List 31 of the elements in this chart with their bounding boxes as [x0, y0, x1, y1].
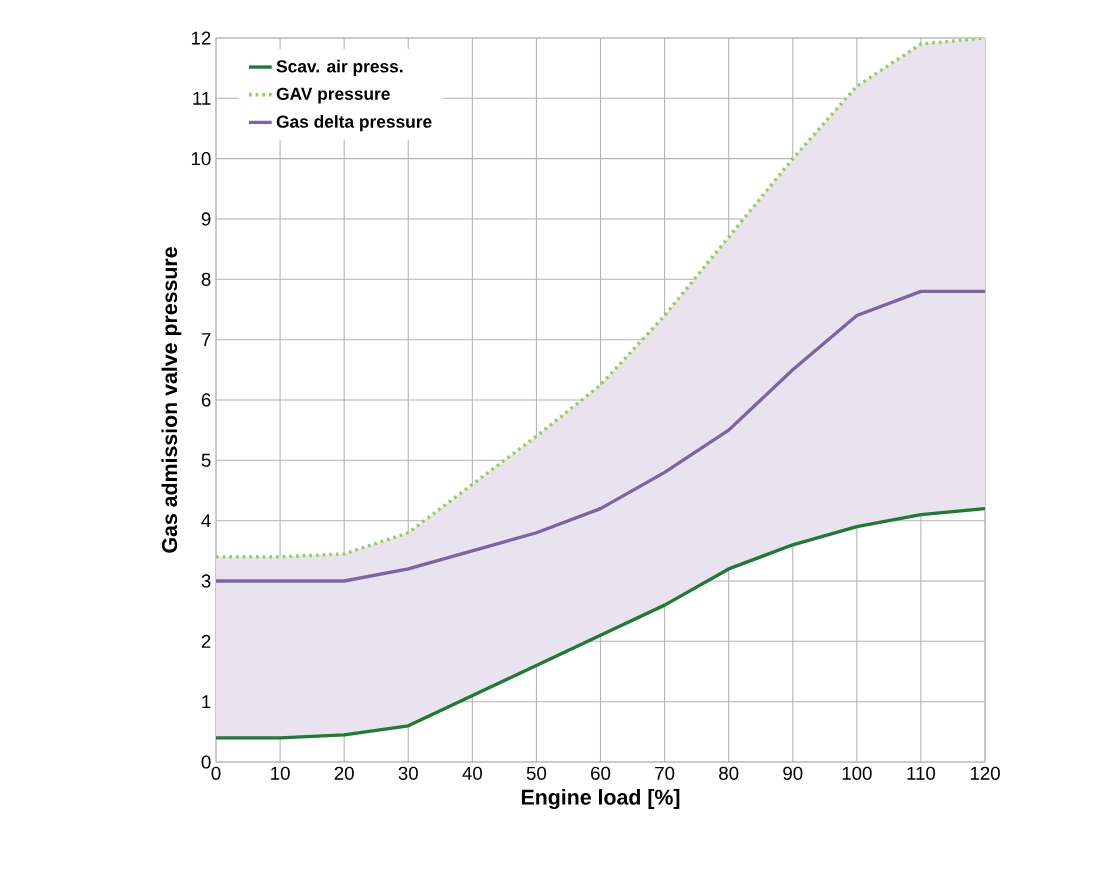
y-tick-label: 1 — [202, 695, 211, 709]
x-tick-label: 30 — [398, 766, 418, 780]
y-tick-label: 9 — [201, 212, 211, 226]
x-tick-label: 70 — [655, 766, 675, 780]
y-tick-label: 3 — [201, 574, 211, 588]
y-axis-title: Gas admission valve pressure — [161, 247, 182, 553]
x-tick-label: 50 — [526, 766, 547, 780]
legend-label: GAV pressure — [276, 87, 390, 104]
x-tick-label: 120 — [970, 766, 1000, 780]
y-tick-label: 11 — [193, 91, 211, 105]
x-tick-label: 100 — [842, 766, 872, 780]
legend-label: Gas delta pressure — [276, 115, 432, 132]
legend-label: Scav. air press. — [276, 59, 403, 76]
y-tick-label: 8 — [201, 272, 211, 286]
y-tick-label: 0 — [201, 755, 211, 769]
x-tick-label: 40 — [462, 766, 482, 780]
y-tick-label: 2 — [201, 634, 211, 648]
y-tick-label: 5 — [201, 453, 211, 467]
x-tick-label: 110 — [907, 766, 936, 780]
x-tick-label: 20 — [334, 766, 354, 780]
x-tick-label: 90 — [783, 766, 803, 780]
y-tick-label: 12 — [191, 31, 211, 45]
y-tick-label: 10 — [191, 152, 211, 166]
x-tick-label: 10 — [271, 766, 290, 780]
y-tick-label: 6 — [201, 393, 211, 407]
x-tick-label: 80 — [719, 766, 739, 780]
x-tick-label: 60 — [591, 766, 611, 780]
x-tick-label: 0 — [211, 766, 221, 780]
x-axis-title: Engine load [%] — [521, 789, 680, 810]
y-tick-label: 4 — [201, 514, 211, 528]
y-tick-label: 7 — [201, 333, 211, 347]
